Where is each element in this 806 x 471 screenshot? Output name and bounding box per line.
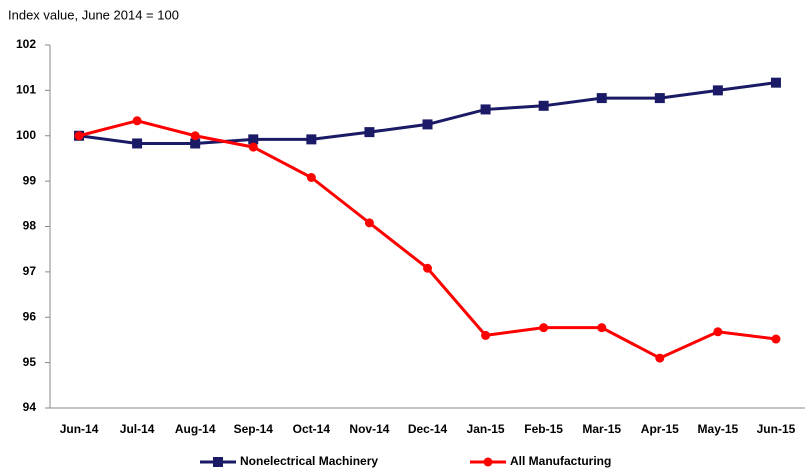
chart-title: Index value, June 2014 = 100 xyxy=(8,7,179,22)
x-tick-label: May-15 xyxy=(698,422,739,436)
y-tick-label: 100 xyxy=(16,128,36,142)
data-point xyxy=(248,142,258,152)
data-point xyxy=(423,263,432,273)
data-point xyxy=(770,77,781,88)
data-point xyxy=(597,323,607,333)
data-point xyxy=(132,116,142,126)
x-tick-label: Jul-14 xyxy=(120,422,155,436)
x-tick-label: Sep-14 xyxy=(234,422,274,436)
x-tick-label: Nov-14 xyxy=(349,422,389,436)
y-tick-label: 99 xyxy=(23,173,37,187)
data-point xyxy=(538,100,549,111)
data-point xyxy=(306,172,316,182)
data-point xyxy=(190,131,200,141)
y-tick-label: 95 xyxy=(23,355,37,369)
x-tick-label: Feb-15 xyxy=(524,422,563,436)
legend-marker xyxy=(483,457,493,467)
data-point xyxy=(713,327,723,337)
data-point xyxy=(539,323,549,333)
legend-label: All Manufacturing xyxy=(510,454,611,468)
x-tick-label: Aug-14 xyxy=(175,422,216,436)
data-point xyxy=(771,334,781,344)
legend-marker xyxy=(213,457,223,467)
series-line xyxy=(78,119,777,360)
x-tick-label: Apr-15 xyxy=(641,422,679,436)
data-point xyxy=(248,134,259,145)
x-tick-label: Jun-14 xyxy=(60,422,99,436)
data-point xyxy=(655,353,665,363)
y-tick-label: 102 xyxy=(16,37,36,51)
data-point xyxy=(596,93,607,104)
data-point xyxy=(74,131,84,141)
legend-label: Nonelectrical Machinery xyxy=(240,454,378,468)
y-tick-label: 96 xyxy=(23,309,37,323)
x-tick-label: Jan-15 xyxy=(467,422,505,436)
data-point xyxy=(132,138,143,149)
x-tick-label: Mar-15 xyxy=(582,422,621,436)
data-point xyxy=(190,138,201,149)
data-point xyxy=(364,218,374,228)
x-tick-label: Dec-14 xyxy=(408,422,448,436)
data-point xyxy=(654,93,665,104)
y-tick-label: 98 xyxy=(23,219,37,233)
data-point xyxy=(481,330,491,340)
data-point xyxy=(712,85,723,96)
y-tick-label: 101 xyxy=(16,83,36,97)
data-point xyxy=(306,134,317,145)
x-tick-label: Oct-14 xyxy=(293,422,331,436)
data-point xyxy=(480,104,491,115)
x-tick-label: Jun-15 xyxy=(757,422,796,436)
y-tick-label: 94 xyxy=(23,400,37,414)
data-point xyxy=(422,119,433,130)
data-point xyxy=(364,127,375,138)
series-line xyxy=(78,81,777,145)
y-tick-label: 97 xyxy=(23,264,37,278)
